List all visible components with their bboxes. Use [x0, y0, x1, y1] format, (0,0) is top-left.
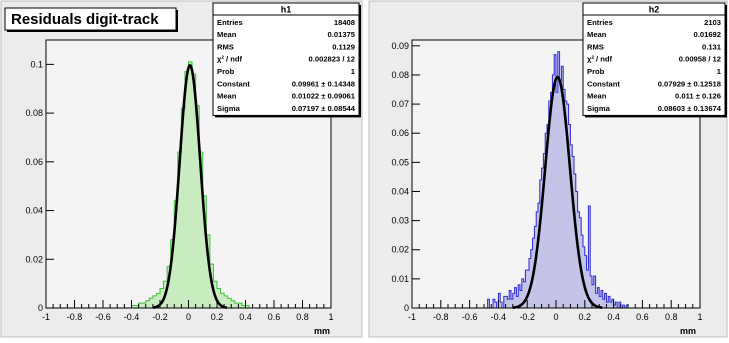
y-tick-label: 0.08: [25, 108, 43, 118]
y-tick-label: 0.04: [391, 186, 409, 196]
stats-row-label: χ² / ndf: [217, 55, 243, 64]
stats-box-h2: h2 Entries 2103 Mean 0.01692 RMS 0.131 χ² / ndf…: [582, 2, 727, 118]
x-tick-label: -0.6: [95, 312, 111, 322]
x-tick-label: 0.8: [665, 312, 678, 322]
stats-row-label: RMS: [587, 42, 604, 51]
y-tick-label: 0.02: [391, 245, 409, 255]
x-tick-label: -0.4: [124, 312, 140, 322]
stats-row-label: Constant: [217, 79, 250, 88]
stats-box-frame: [212, 2, 360, 116]
stats-row-value: 0.09961 ± 0.14348: [292, 79, 355, 88]
stats-row-label: Prob: [587, 67, 605, 76]
y-tick-label: 0.07: [391, 99, 409, 109]
x-tick-label: -1: [42, 312, 50, 322]
y-tick-label: 0.06: [25, 157, 43, 167]
y-tick-label: 0.08: [391, 70, 409, 80]
y-tick-label: 0.05: [391, 157, 409, 167]
stats-row-value: 1: [717, 67, 722, 76]
stats-row-value: 0.002823 / 12: [309, 55, 355, 64]
x-tick-label: 0.6: [268, 312, 281, 322]
canvas-title-shadow: [176, 10, 178, 32]
stats-row-value: 0.011 ± 0.126: [675, 92, 721, 101]
y-tick-label: 0.1: [30, 59, 43, 69]
x-tick-label: -0.6: [462, 312, 478, 322]
y-tick-label: 0.04: [25, 206, 43, 216]
y-tick-label: 0.01: [391, 274, 409, 284]
stats-row-label: Mean: [587, 30, 607, 39]
x-tick-label: -0.8: [67, 312, 83, 322]
stats-row-value: 0.07197 ± 0.08544: [292, 104, 356, 113]
stats-row-value: 0.1129: [332, 42, 355, 51]
y-tick-label: 0.02: [25, 254, 43, 264]
stats-row-value: 0.01375: [328, 30, 356, 39]
stats-row-value: 0.08603 ± 0.13674: [658, 104, 722, 113]
stats-row-label: Mean: [587, 92, 607, 101]
stats-box-h1: h1 Entries 18408 Mean 0.01375 RMS 0.1129 χ² / n…: [212, 2, 361, 118]
y-tick-label: 0.06: [391, 128, 409, 138]
x-tick-label: 0.6: [636, 312, 649, 322]
x-axis-label: mm: [680, 326, 696, 336]
stats-row-value: 18408: [334, 18, 355, 27]
plot-area-h1: -1 -0.8 -0.6 -0.4 -0.2 0 0.2 0.4 0.6 0.8 1 0 0.02 0.0…: [25, 40, 334, 336]
gaussian-fit-line: [512, 75, 603, 309]
stats-row-label: Entries: [217, 18, 243, 27]
plot-area-h2: -1 -0.8 -0.6 -0.4 -0.2 0 0.2 0.4 0.6 0.8 1 0 0.01 0.0…: [391, 40, 703, 336]
x-tick-label: 0.2: [211, 312, 224, 322]
stats-box-title: h1: [281, 5, 292, 15]
x-tick-label: -0.2: [519, 312, 535, 322]
stats-row-value: 0.01692: [694, 30, 721, 39]
y-tick-label: 0: [404, 303, 409, 313]
x-tick-label: -1: [408, 312, 416, 322]
x-tick-label: 0.4: [607, 312, 620, 322]
gaussian-fit-line: [152, 63, 228, 309]
x-tick-label: 0.4: [239, 312, 252, 322]
x-tick-label: 0.8: [296, 312, 309, 322]
y-tick-label: 0.09: [391, 41, 409, 51]
stats-box-frame: [582, 2, 726, 116]
x-tick-label: -0.8: [433, 312, 449, 322]
y-tick-label: 0: [38, 303, 43, 313]
y-tick-label: 0.03: [391, 216, 409, 226]
stats-row-value: 1: [351, 67, 356, 76]
x-tick-label: 0: [186, 312, 191, 322]
stats-box-title: h2: [649, 5, 660, 15]
stats-row-label: Mean: [217, 30, 237, 39]
x-tick-label: 1: [328, 312, 333, 322]
x-tick-label: -0.4: [491, 312, 507, 322]
stats-row-label: Prob: [217, 67, 235, 76]
stats-row-label: RMS: [217, 42, 234, 51]
canvas-title-shadow-bottom: [7, 30, 178, 32]
histogram-h1: [131, 61, 250, 309]
stats-row-value: 0.07929 ± 0.12518: [658, 79, 721, 88]
x-tick-label: 1: [697, 312, 702, 322]
stats-row-label: Constant: [587, 79, 620, 88]
x-tick-label: -0.2: [152, 312, 168, 322]
stats-row-value: 0.131: [702, 42, 722, 51]
stats-row-value: 0.00958 / 12: [679, 55, 721, 64]
stats-row-label: Sigma: [217, 104, 241, 113]
x-axis-label: mm: [314, 326, 330, 336]
histogram-h2: [484, 51, 630, 309]
stats-row-label: Sigma: [587, 104, 611, 113]
stats-row-label: χ² / ndf: [587, 55, 613, 64]
stats-row-value: 0.01022 ± 0.09061: [292, 92, 356, 101]
canvas-title: Residuals digit-track: [11, 11, 159, 28]
x-tick-label: 0: [553, 312, 558, 322]
stats-row-value: 2103: [704, 18, 721, 27]
stats-row-label: Entries: [587, 18, 613, 27]
stats-row-label: Mean: [217, 92, 237, 101]
x-tick-label: 0.2: [579, 312, 592, 322]
